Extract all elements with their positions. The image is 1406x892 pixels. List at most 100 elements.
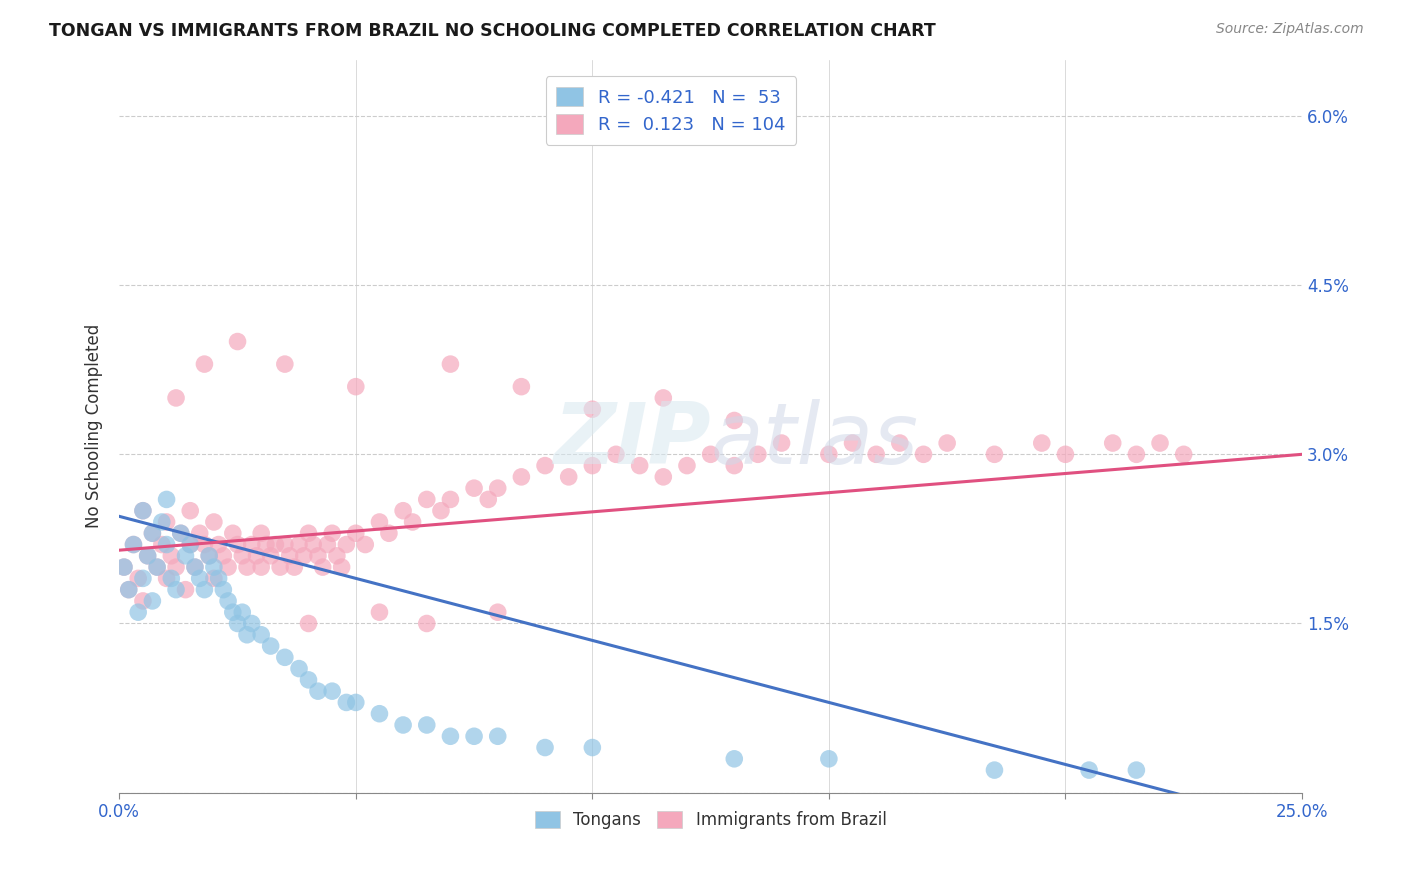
Point	[288, 537, 311, 551]
Point	[581, 458, 603, 473]
Point	[179, 504, 201, 518]
Point	[1125, 447, 1147, 461]
Point	[770, 436, 793, 450]
Point	[226, 334, 249, 349]
Point	[652, 391, 675, 405]
Point	[723, 413, 745, 427]
Point	[392, 504, 415, 518]
Point	[245, 549, 267, 563]
Point	[132, 594, 155, 608]
Point	[326, 549, 349, 563]
Point	[174, 549, 197, 563]
Point	[1078, 763, 1101, 777]
Point	[141, 526, 163, 541]
Point	[179, 537, 201, 551]
Point	[534, 740, 557, 755]
Point	[231, 549, 253, 563]
Point	[160, 549, 183, 563]
Point	[1054, 447, 1077, 461]
Point	[202, 571, 225, 585]
Point	[222, 526, 245, 541]
Point	[155, 515, 177, 529]
Point	[368, 605, 391, 619]
Point	[747, 447, 769, 461]
Point	[307, 684, 329, 698]
Point	[1125, 763, 1147, 777]
Point	[297, 673, 319, 687]
Point	[486, 729, 509, 743]
Point	[274, 357, 297, 371]
Point	[486, 605, 509, 619]
Point	[250, 526, 273, 541]
Point	[1101, 436, 1123, 450]
Point	[368, 706, 391, 721]
Point	[179, 537, 201, 551]
Point	[118, 582, 141, 597]
Point	[723, 458, 745, 473]
Point	[222, 605, 245, 619]
Point	[534, 458, 557, 473]
Point	[335, 537, 357, 551]
Point	[510, 379, 533, 393]
Point	[226, 537, 249, 551]
Point	[297, 616, 319, 631]
Point	[118, 582, 141, 597]
Point	[439, 357, 461, 371]
Point	[344, 526, 367, 541]
Point	[581, 740, 603, 755]
Text: Source: ZipAtlas.com: Source: ZipAtlas.com	[1216, 22, 1364, 37]
Point	[283, 560, 305, 574]
Point	[416, 616, 439, 631]
Text: ZIP: ZIP	[553, 400, 710, 483]
Text: atlas: atlas	[710, 400, 918, 483]
Point	[165, 582, 187, 597]
Point	[165, 560, 187, 574]
Point	[416, 718, 439, 732]
Point	[307, 549, 329, 563]
Point	[202, 515, 225, 529]
Point	[250, 560, 273, 574]
Point	[155, 492, 177, 507]
Point	[1031, 436, 1053, 450]
Point	[344, 695, 367, 709]
Point	[581, 402, 603, 417]
Point	[510, 470, 533, 484]
Point	[136, 549, 159, 563]
Point	[231, 605, 253, 619]
Point	[652, 470, 675, 484]
Point	[335, 695, 357, 709]
Point	[269, 560, 291, 574]
Point	[250, 628, 273, 642]
Point	[321, 684, 343, 698]
Point	[486, 481, 509, 495]
Point	[292, 549, 315, 563]
Legend: Tongans, Immigrants from Brazil: Tongans, Immigrants from Brazil	[527, 804, 893, 836]
Point	[112, 560, 135, 574]
Point	[155, 571, 177, 585]
Point	[198, 549, 221, 563]
Point	[132, 504, 155, 518]
Point	[236, 628, 259, 642]
Point	[983, 763, 1005, 777]
Point	[141, 526, 163, 541]
Point	[302, 537, 325, 551]
Point	[155, 537, 177, 551]
Point	[226, 616, 249, 631]
Point	[889, 436, 911, 450]
Point	[912, 447, 935, 461]
Point	[288, 662, 311, 676]
Point	[165, 391, 187, 405]
Point	[1173, 447, 1195, 461]
Point	[274, 537, 297, 551]
Point	[217, 594, 239, 608]
Point	[150, 515, 173, 529]
Point	[260, 639, 283, 653]
Point	[983, 447, 1005, 461]
Point	[193, 357, 215, 371]
Point	[321, 526, 343, 541]
Point	[316, 537, 339, 551]
Point	[260, 549, 283, 563]
Point	[723, 752, 745, 766]
Point	[416, 492, 439, 507]
Point	[212, 549, 235, 563]
